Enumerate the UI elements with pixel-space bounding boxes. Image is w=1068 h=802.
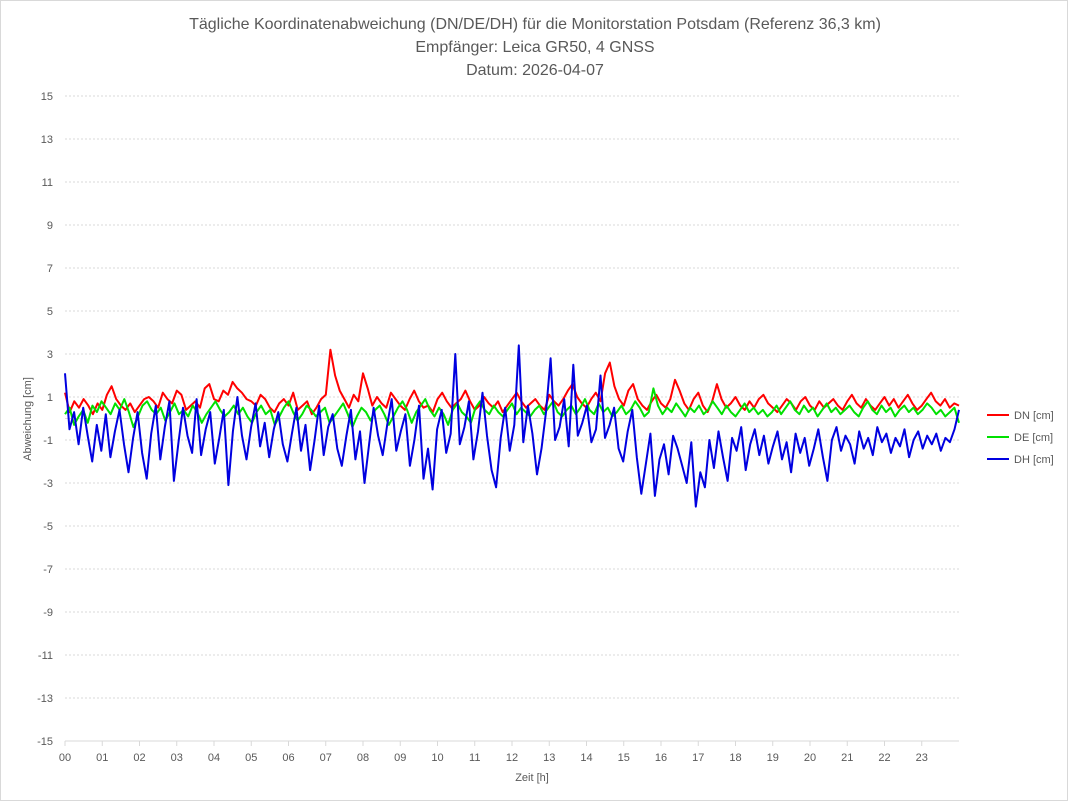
series-lines bbox=[64, 344, 960, 508]
y-tick-label: -7 bbox=[43, 564, 53, 576]
x-tick-label: 19 bbox=[767, 752, 779, 764]
x-tick-label: 23 bbox=[916, 752, 928, 764]
y-tick-label: 7 bbox=[47, 263, 53, 275]
x-tick-label: 05 bbox=[245, 752, 257, 764]
y-tick-label: -15 bbox=[37, 736, 53, 748]
x-tick-label: 10 bbox=[431, 752, 443, 764]
x-tick-label: 08 bbox=[357, 752, 369, 764]
y-axis-ticks: 15 13 11 9 7 5 3 1 -1 -3 -5 -7 -9 -11 -13 -15 bbox=[37, 91, 53, 748]
series-line-de bbox=[64, 387, 960, 429]
x-tick-label: 07 bbox=[320, 752, 332, 764]
chart-title-line-2: Empfänger: Leica GR50, 4 GNSS bbox=[415, 39, 654, 56]
y-tick-label: -11 bbox=[38, 650, 53, 662]
x-tick-label: 06 bbox=[282, 752, 294, 764]
y-tick-label: -13 bbox=[37, 693, 53, 705]
series-line-dh bbox=[64, 344, 960, 508]
y-tick-label: 5 bbox=[47, 306, 53, 318]
x-tick-label: 18 bbox=[729, 752, 741, 764]
x-tick-label: 09 bbox=[394, 752, 406, 764]
y-axis-title: Abweichung [cm] bbox=[22, 377, 34, 461]
y-tick-label: -3 bbox=[43, 478, 53, 490]
y-tick-label: 9 bbox=[47, 220, 53, 232]
x-tick-label: 13 bbox=[543, 752, 555, 764]
x-tick-label: 11 bbox=[469, 752, 480, 764]
y-tick-label: 3 bbox=[47, 349, 53, 361]
legend-label: DE [cm] bbox=[1014, 432, 1053, 444]
y-tick-label: 15 bbox=[41, 91, 53, 103]
x-axis-title: Zeit [h] bbox=[515, 772, 549, 784]
y-tick-label: -9 bbox=[43, 607, 53, 619]
chart-title-line-3: Datum: 2026-04-07 bbox=[466, 62, 604, 79]
x-tick-label: 15 bbox=[618, 752, 630, 764]
y-tick-label: 11 bbox=[42, 177, 53, 189]
chart-title: Tägliche Koordinatenabweichung (DN/DE/DH… bbox=[189, 16, 881, 79]
y-tick-label: 13 bbox=[41, 134, 53, 146]
x-tick-label: 16 bbox=[655, 752, 667, 764]
x-axis-ticks: 00 01 02 03 04 05 06 07 08 09 10 11 12 13 14 15 16 17 18 19… bbox=[59, 740, 959, 764]
legend-label: DN [cm] bbox=[1014, 410, 1054, 422]
x-tick-label: 00 bbox=[59, 752, 71, 764]
x-tick-label: 03 bbox=[171, 752, 183, 764]
chart-title-line-1: Tägliche Koordinatenabweichung (DN/DE/DH… bbox=[189, 16, 881, 33]
x-tick-label: 01 bbox=[96, 752, 108, 764]
x-tick-label: 02 bbox=[133, 752, 145, 764]
y-tick-label: -1 bbox=[43, 435, 53, 447]
x-tick-label: 04 bbox=[208, 752, 220, 764]
x-tick-label: 17 bbox=[692, 752, 704, 764]
x-tick-label: 21 bbox=[841, 752, 853, 764]
x-tick-label: 22 bbox=[878, 752, 890, 764]
x-tick-label: 14 bbox=[580, 752, 592, 764]
y-tick-label: -5 bbox=[43, 521, 53, 533]
x-tick-label: 20 bbox=[804, 752, 816, 764]
x-tick-label: 12 bbox=[506, 752, 518, 764]
legend-label: DH [cm] bbox=[1014, 454, 1054, 466]
legend: DN [cm] DE [cm] DH [cm] bbox=[987, 410, 1054, 466]
y-tick-label: 1 bbox=[47, 392, 53, 404]
series-line-dn bbox=[64, 348, 960, 416]
